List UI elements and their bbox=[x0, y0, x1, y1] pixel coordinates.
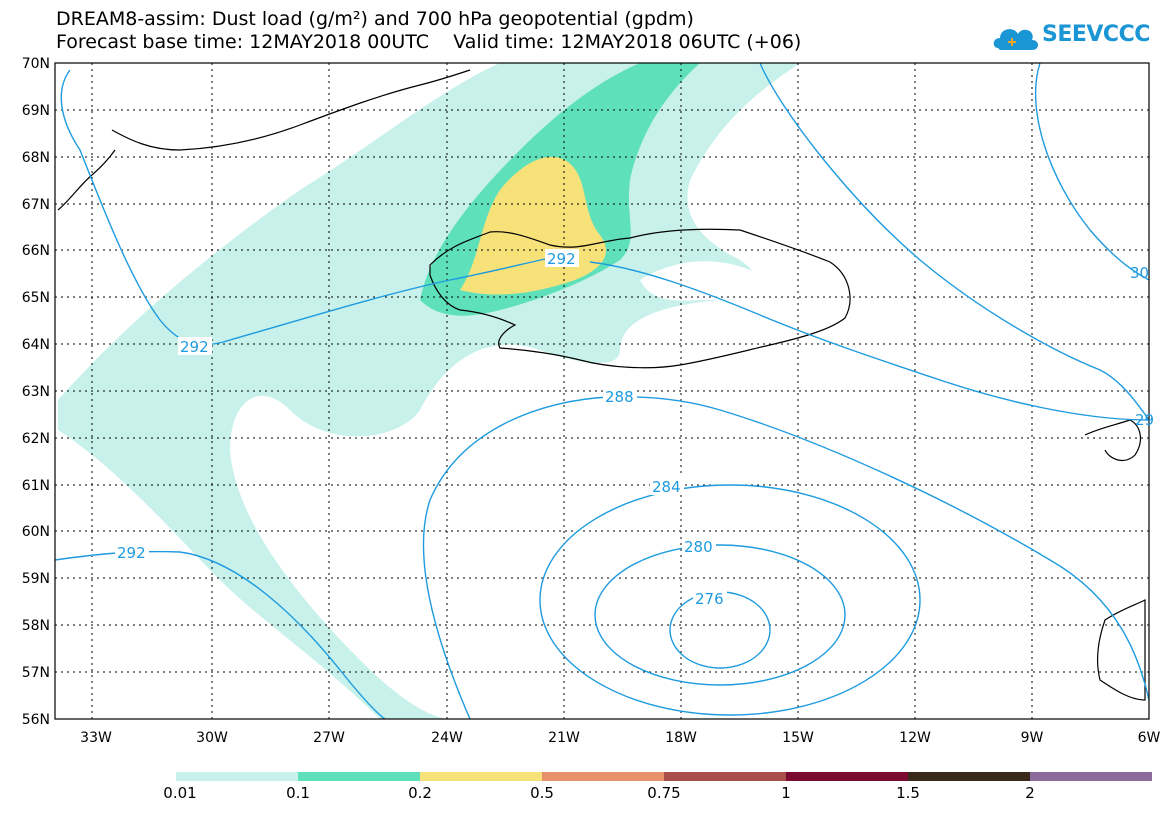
lat-label: 59N bbox=[22, 571, 50, 587]
chart-subtitle: Forecast base time: 12MAY2018 00UTC Vali… bbox=[56, 31, 802, 53]
contour-label: 280 bbox=[684, 538, 713, 556]
colorbar-label: 0.75 bbox=[647, 784, 681, 802]
lat-label: 68N bbox=[22, 150, 50, 166]
lat-label: 58N bbox=[22, 618, 50, 634]
colorbar-segment bbox=[176, 772, 298, 781]
colorbar-segment bbox=[908, 772, 1030, 781]
contour-label: 288 bbox=[605, 388, 634, 406]
colorbar-segment bbox=[664, 772, 786, 781]
colorbar-label: 1 bbox=[781, 784, 791, 802]
colorbar-label: 0.5 bbox=[530, 784, 554, 802]
lon-label: 27W bbox=[313, 730, 345, 746]
lat-label: 62N bbox=[22, 431, 50, 447]
dust-gap bbox=[640, 261, 772, 301]
lon-label: 33W bbox=[80, 730, 112, 746]
contour-label: 292 bbox=[117, 544, 146, 562]
lat-label: 56N bbox=[22, 712, 50, 728]
lon-label: 18W bbox=[665, 730, 697, 746]
lon-label: 21W bbox=[548, 730, 580, 746]
colorbar-label: 0.1 bbox=[286, 784, 310, 802]
colorbar-segment bbox=[420, 772, 542, 781]
contour-label: 276 bbox=[695, 590, 724, 608]
colorbar-label: 0.01 bbox=[163, 784, 197, 802]
contour-label: 30 bbox=[1130, 264, 1149, 282]
lat-label: 66N bbox=[22, 243, 50, 259]
lon-label: 9W bbox=[1021, 730, 1044, 746]
geopotential-contours bbox=[55, 63, 1149, 719]
lat-label: 63N bbox=[22, 384, 50, 400]
colorbar-label: 0.2 bbox=[408, 784, 432, 802]
logo-text: SEEVCCC bbox=[1042, 22, 1150, 47]
colorbar-label: 1.5 bbox=[896, 784, 920, 802]
lon-label: 24W bbox=[431, 730, 463, 746]
lat-label: 64N bbox=[22, 337, 50, 353]
lon-label: 30W bbox=[196, 730, 228, 746]
lon-label: 15W bbox=[782, 730, 814, 746]
cloud-icon bbox=[993, 29, 1038, 50]
lat-label: 60N bbox=[22, 524, 50, 540]
lat-label: 67N bbox=[22, 197, 50, 213]
colorbar-segment bbox=[542, 772, 664, 781]
colorbar-segment bbox=[786, 772, 908, 781]
contour-label: 284 bbox=[652, 478, 681, 496]
coastline bbox=[57, 69, 1146, 701]
lon-label: 6W bbox=[1138, 730, 1161, 746]
contour-label: 29 bbox=[1135, 411, 1154, 429]
chart-title: DREAM8-assim: Dust load (g/m²) and 700 h… bbox=[56, 8, 694, 30]
colorbar bbox=[176, 772, 1152, 781]
lat-label: 61N bbox=[22, 478, 50, 494]
lat-label: 70N bbox=[22, 56, 50, 72]
lon-label: 12W bbox=[899, 730, 931, 746]
lat-label: 69N bbox=[22, 103, 50, 119]
plot-frame bbox=[54, 62, 1150, 720]
contour-label: 292 bbox=[547, 250, 576, 268]
colorbar-segment bbox=[1030, 772, 1152, 781]
colorbar-label: 2 bbox=[1025, 784, 1035, 802]
lat-label: 57N bbox=[22, 665, 50, 681]
colorbar-segment bbox=[298, 772, 420, 781]
lat-label: 65N bbox=[22, 290, 50, 306]
contour-label: 292 bbox=[180, 338, 209, 356]
